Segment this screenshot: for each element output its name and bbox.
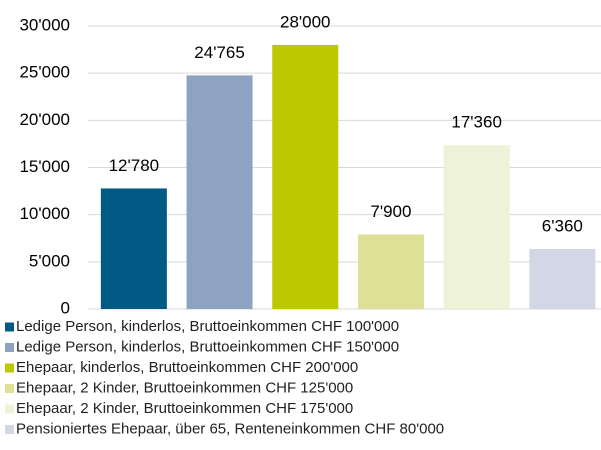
y-tick-label: 25'000 [19, 63, 70, 82]
value-label: 12'780 [109, 156, 160, 175]
bar [357, 234, 424, 309]
legend-swatch [5, 404, 14, 414]
bar [272, 44, 339, 309]
legend-label: Ehepaar, 2 Kinder, Bruttoeinkommen CHF 1… [16, 400, 353, 417]
y-tick-label: 20'000 [19, 110, 70, 129]
legend-swatch [5, 343, 14, 352]
legend-label: Ehepaar, kinderlos, Bruttoeinkommen CHF … [16, 359, 358, 376]
value-label: 28'000 [280, 12, 331, 31]
y-tick-label: 15'000 [19, 157, 70, 176]
bar [100, 188, 167, 309]
legend-label: Ehepaar, 2 Kinder, Bruttoeinkommen CHF 1… [16, 379, 353, 396]
legend-label: Ledige Person, kinderlos, Bruttoeinkomme… [16, 338, 399, 355]
y-tick-label: 10'000 [19, 204, 70, 223]
legend-swatch [5, 322, 14, 332]
legend-swatch [5, 363, 14, 373]
value-label: 7'900 [370, 202, 411, 221]
legend-label: Ledige Person, kinderlos, Bruttoeinkomme… [16, 318, 399, 335]
bar [443, 145, 510, 309]
legend-swatch [5, 425, 14, 434]
y-tick-label: 5'000 [29, 251, 70, 270]
y-tick-label: 30'000 [19, 15, 70, 34]
bar [186, 75, 253, 309]
value-label: 6'360 [542, 216, 583, 235]
legend-label: Pensioniertes Ehepaar, über 65, Rentenei… [16, 420, 444, 437]
y-tick-label: 0 [61, 298, 70, 317]
value-label: 17'360 [451, 113, 502, 132]
legend-swatch [5, 384, 14, 393]
value-label: 24'765 [194, 43, 245, 62]
bar [529, 249, 596, 309]
